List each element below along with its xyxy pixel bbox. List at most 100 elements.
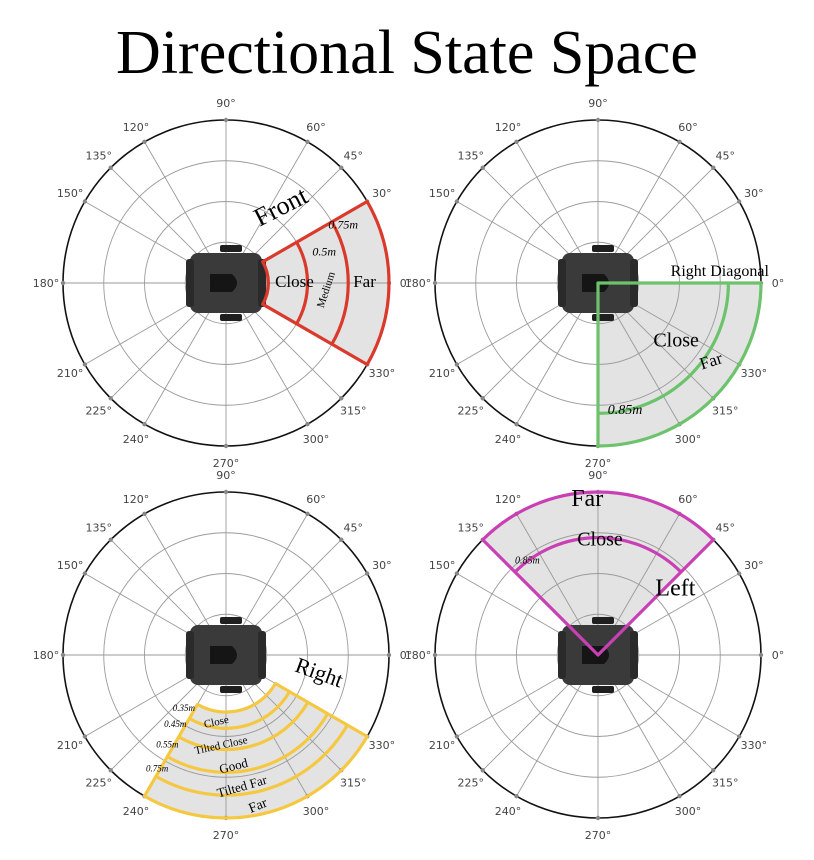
angle-label: 90° — [216, 469, 236, 482]
angle-label: 180° — [33, 649, 60, 662]
robot-sensor-top — [592, 245, 614, 252]
robot-icon — [186, 245, 266, 321]
angle-label: 60° — [306, 493, 326, 506]
polar-panel-right-diagonal: 90° 60° 45° 30° 0° 330° 315° 300° 270° 240° 225° 21… — [405, 97, 785, 470]
angle-label: 30° — [744, 559, 764, 572]
angle-label: 0° — [772, 649, 785, 662]
angle-label: 135° — [85, 522, 112, 535]
spoke-dot — [305, 139, 310, 145]
angle-label: 330° — [369, 367, 396, 380]
angle-label: 330° — [741, 367, 768, 380]
spoke-dot — [454, 734, 460, 739]
spoke-dot — [454, 199, 460, 204]
spoke-dot — [108, 165, 113, 170]
angle-label: 0° — [772, 277, 785, 290]
spoke-dot — [514, 793, 519, 799]
spoke-dot — [432, 280, 438, 286]
angle-label: 60° — [678, 493, 698, 506]
region-boundary-arc — [155, 724, 349, 797]
region-label: Close — [275, 272, 314, 291]
angle-label: 120° — [123, 493, 150, 506]
angle-label: 0° — [400, 277, 413, 290]
region-label: Far — [571, 486, 603, 512]
angle-label: 210° — [429, 739, 456, 752]
angle-label: 225° — [85, 776, 112, 789]
spoke-dot — [108, 537, 113, 542]
angle-label: 240° — [495, 433, 522, 446]
spoke-dot — [595, 815, 601, 821]
angle-label: 210° — [57, 739, 84, 752]
angle-label: 270° — [585, 829, 612, 842]
region-label: 0.75m — [146, 764, 169, 774]
robot-head — [210, 646, 237, 664]
spoke-dot — [108, 396, 113, 401]
robot-sensor-top — [220, 245, 242, 252]
spoke-dot — [305, 421, 310, 427]
spoke-dot — [595, 117, 601, 123]
spoke-dot — [514, 139, 519, 145]
angle-label: 330° — [741, 739, 768, 752]
angle-label: 120° — [123, 121, 150, 134]
robot-icon — [186, 617, 266, 693]
angle-label: 210° — [57, 367, 84, 380]
angle-label: 0° — [400, 649, 413, 662]
angle-label: 315° — [340, 404, 367, 417]
polar-panel-right: 90° 60° 45° 30° 0° 330° 315° 300° 270° 240° 225° 21… — [33, 469, 413, 842]
spoke-dot — [82, 199, 88, 204]
robot-sensor-bottom — [220, 686, 242, 693]
polar-panel-left: 90° 60° 45° 30° 0° 330° 315° 300° 270° 240° 225° 21… — [405, 469, 785, 842]
spoke-dot — [82, 571, 88, 576]
angle-label: 300° — [675, 433, 702, 446]
spoke-dot — [432, 652, 438, 658]
angle-label: 135° — [457, 522, 484, 535]
region-label: 0.35m — [173, 703, 196, 713]
angle-label: 315° — [712, 776, 739, 789]
robot-sensor-bottom — [220, 314, 242, 321]
angle-label: 120° — [495, 493, 522, 506]
angle-label: 300° — [675, 805, 702, 818]
angle-label: 300° — [303, 805, 330, 818]
region-boundary-arc — [166, 712, 330, 774]
region-boundary-arc — [597, 282, 730, 415]
angle-label: 45° — [716, 150, 736, 163]
region-label: Far — [353, 272, 376, 291]
spoke-dot — [223, 117, 229, 123]
region-label: Good — [218, 755, 250, 777]
angle-label: 240° — [495, 805, 522, 818]
robot-wheel-right — [258, 259, 266, 307]
region-label: 0.45m — [164, 719, 187, 729]
spoke-dot — [339, 396, 344, 401]
robot-wheel-left — [558, 259, 566, 307]
region-boundary-arc — [330, 221, 350, 345]
spoke-dot — [364, 571, 370, 576]
robot-wheel-right — [258, 631, 266, 679]
region-boundary-arc — [513, 536, 683, 574]
region-boundary-arc — [188, 690, 291, 730]
angle-label: 30° — [372, 187, 392, 200]
spoke-dot — [142, 139, 147, 145]
spoke-dot — [758, 652, 764, 658]
robot-wheel-right — [630, 631, 638, 679]
angle-label: 45° — [716, 522, 736, 535]
region-label: 0.75m — [328, 218, 358, 232]
spoke-dot — [711, 768, 716, 773]
angle-label: 60° — [306, 121, 326, 134]
region-boundary-arc — [295, 241, 310, 325]
region-label: Close — [653, 329, 699, 351]
angle-label: 150° — [429, 559, 456, 572]
spoke-dot — [677, 793, 682, 799]
region-outline — [261, 199, 391, 367]
angle-label: 180° — [405, 649, 432, 662]
spoke-dot — [480, 165, 485, 170]
spoke-dot — [736, 734, 742, 739]
region-label: Left — [655, 576, 695, 602]
sector-fill — [144, 683, 368, 819]
page-title: Directional State Space — [116, 19, 698, 87]
robot-sensor-bottom — [592, 314, 614, 321]
angle-label: 180° — [405, 277, 432, 290]
angle-label: 225° — [457, 776, 484, 789]
robot-wheel-left — [186, 259, 194, 307]
spoke-dot — [514, 421, 519, 427]
angle-label: 45° — [344, 522, 364, 535]
